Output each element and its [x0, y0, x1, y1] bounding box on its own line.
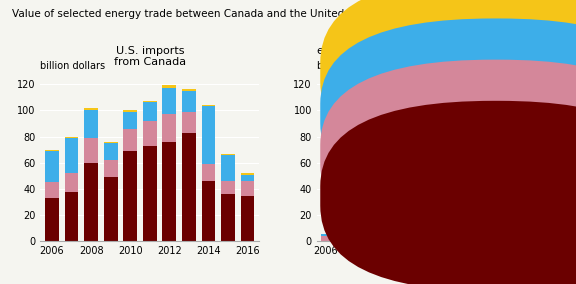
Bar — [104, 160, 118, 177]
Bar — [475, 222, 486, 223]
Bar — [182, 91, 196, 112]
Bar — [162, 88, 176, 114]
Bar — [413, 220, 424, 223]
Text: billion dollars: billion dollars — [40, 61, 105, 71]
Bar — [241, 173, 255, 175]
Bar — [143, 103, 157, 121]
Bar — [202, 181, 215, 241]
Text: eia: eia — [540, 11, 562, 24]
Bar — [444, 202, 455, 203]
Bar — [321, 234, 331, 235]
Bar — [382, 229, 393, 231]
Bar — [475, 224, 486, 239]
Bar — [143, 146, 157, 241]
Bar — [123, 151, 137, 241]
Bar — [162, 114, 176, 142]
Text: petroleum
products: petroleum products — [508, 144, 555, 163]
Bar — [367, 233, 378, 234]
Bar — [65, 137, 78, 138]
Bar — [221, 155, 235, 181]
Title: exports from the United States
to Canada: exports from the United States to Canada — [317, 46, 490, 67]
Bar — [429, 226, 439, 241]
Bar — [336, 232, 347, 240]
Bar — [413, 240, 424, 241]
Bar — [321, 233, 331, 234]
Bar — [84, 110, 98, 138]
Bar — [162, 85, 176, 88]
Bar — [84, 163, 98, 241]
Bar — [429, 211, 439, 212]
Bar — [429, 212, 439, 226]
Bar — [382, 231, 393, 241]
Bar — [444, 203, 455, 210]
Bar — [45, 198, 59, 241]
Bar — [221, 154, 235, 155]
Bar — [143, 121, 157, 146]
Bar — [460, 222, 471, 237]
Bar — [84, 108, 98, 110]
Bar — [475, 223, 486, 224]
Bar — [444, 210, 455, 229]
Bar — [162, 142, 176, 241]
Bar — [336, 231, 347, 232]
Bar — [351, 224, 362, 226]
Bar — [367, 231, 378, 233]
Bar — [202, 105, 215, 106]
Bar — [123, 110, 137, 112]
Bar — [182, 112, 196, 133]
Bar — [367, 234, 378, 241]
Bar — [321, 235, 331, 241]
Bar — [104, 177, 118, 241]
Bar — [460, 216, 471, 218]
Bar — [398, 228, 408, 240]
Bar — [413, 219, 424, 220]
Text: crude oil: crude oil — [508, 190, 548, 199]
Bar — [65, 173, 78, 192]
Bar — [104, 143, 118, 160]
Bar — [241, 181, 255, 195]
Bar — [460, 218, 471, 222]
Bar — [398, 222, 408, 223]
Bar — [351, 240, 362, 241]
Bar — [382, 228, 393, 229]
Bar — [65, 192, 78, 241]
Bar — [221, 181, 235, 194]
Bar — [182, 89, 196, 91]
Bar — [123, 129, 137, 151]
Bar — [351, 232, 362, 240]
Bar — [336, 240, 347, 241]
Bar — [336, 229, 347, 231]
Bar — [84, 138, 98, 163]
Bar — [45, 182, 59, 198]
Bar — [460, 237, 471, 241]
Text: natural
gas: natural gas — [508, 103, 540, 122]
Bar — [398, 223, 408, 228]
Bar — [65, 138, 78, 173]
Bar — [241, 195, 255, 241]
Bar — [104, 142, 118, 143]
Bar — [182, 133, 196, 241]
Bar — [143, 101, 157, 103]
Bar — [45, 151, 59, 182]
Bar — [351, 226, 362, 232]
Bar — [241, 175, 255, 181]
Bar — [429, 210, 439, 211]
Bar — [202, 164, 215, 181]
Bar — [398, 240, 408, 241]
Bar — [123, 112, 137, 129]
Text: billion dollars: billion dollars — [317, 61, 382, 71]
Bar — [413, 223, 424, 240]
Bar — [45, 150, 59, 151]
Text: electricity: electricity — [508, 66, 554, 76]
Bar — [221, 194, 235, 241]
Bar — [202, 106, 215, 164]
Bar — [444, 229, 455, 241]
Bar — [475, 239, 486, 241]
Text: Value of selected energy trade between Canada and the United States (2006-16): Value of selected energy trade between C… — [12, 9, 435, 18]
Title: U.S. imports
from Canada: U.S. imports from Canada — [113, 46, 186, 67]
